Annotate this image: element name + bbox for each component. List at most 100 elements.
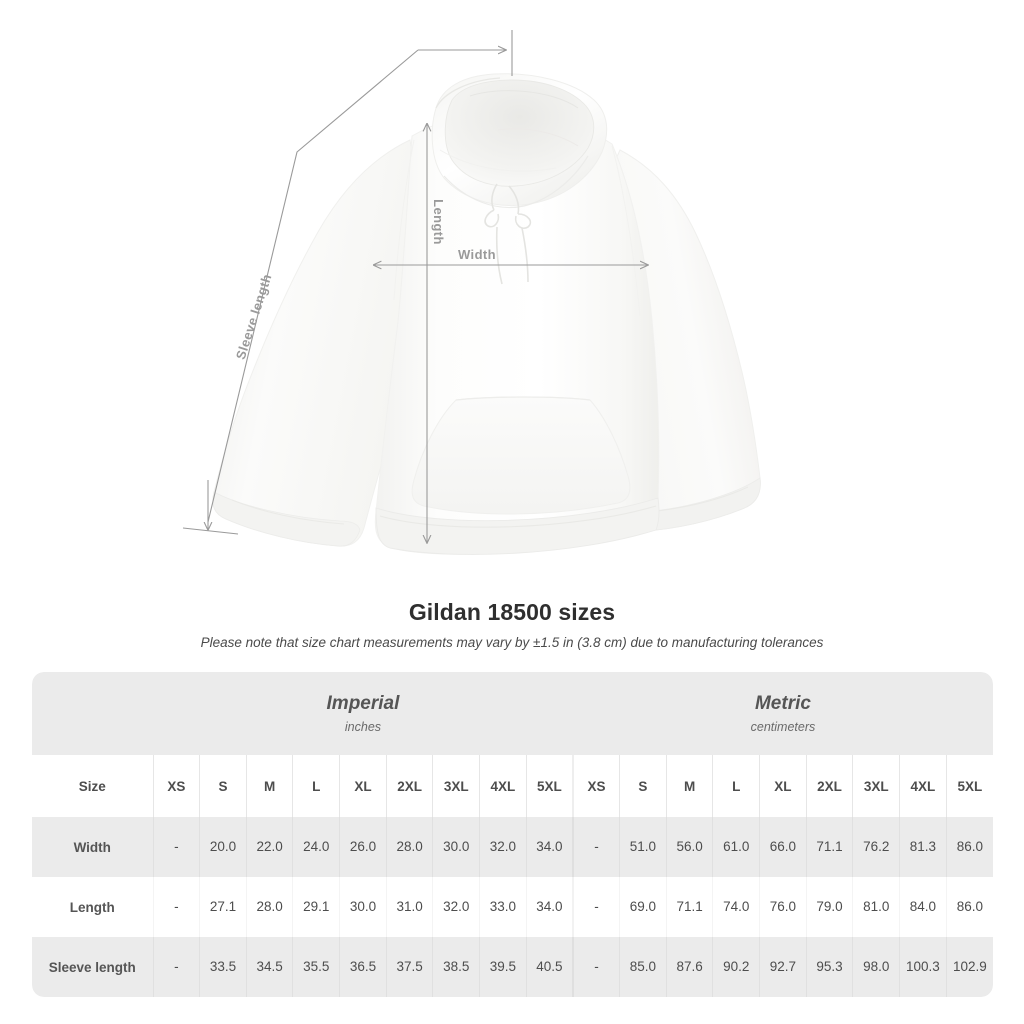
size-header-3xl-metric[interactable]: 3XL: [852, 755, 900, 817]
cell-width-metric-2xl: 71.1: [805, 817, 853, 877]
unit-group-imperial: Imperial inches: [153, 672, 573, 755]
unit-group-name: Imperial: [326, 692, 400, 714]
cell-value: -: [594, 839, 599, 854]
hoodie-pocket: [411, 396, 631, 515]
sleeve-length-annotation: [182, 30, 513, 535]
sleeve-diagonal: [207, 49, 419, 523]
cell-sleeve-length-metric-3xl: 98.0: [852, 937, 900, 997]
cell-length-metric-xl: 76.0: [759, 877, 807, 937]
cell-width-imperial-4xl: 32.0: [479, 817, 527, 877]
cell-value: 90.2: [723, 959, 750, 974]
size-header-s-metric[interactable]: S: [619, 755, 667, 817]
title-block: Gildan 18500 sizes Please note that size…: [0, 596, 1024, 652]
cell-value: 87.6: [676, 959, 703, 974]
size-header-s-imperial[interactable]: S: [199, 755, 247, 817]
cell-sleeve-length-metric-5xl: 102.9: [945, 937, 993, 997]
cell-width-imperial-2xl: 28.0: [385, 817, 433, 877]
size-header-l-metric[interactable]: L: [712, 755, 760, 817]
cell-value: 84.0: [909, 899, 936, 914]
cell-sleeve-length-imperial-s: 33.5: [199, 937, 247, 997]
cell-sleeve-length-metric-4xl: 100.3: [899, 937, 947, 997]
cell-value: 34.0: [536, 899, 563, 914]
cell-value: 85.0: [629, 959, 657, 974]
cell-width-metric-l: 61.0: [712, 817, 760, 877]
hoodie-graphic: [212, 73, 761, 555]
cell-length-imperial-2xl: 31.0: [385, 877, 433, 937]
size-header-2xl-metric[interactable]: 2XL: [805, 755, 853, 817]
size-header-3xl-imperial[interactable]: 3XL: [432, 755, 480, 817]
unit-header-spacer: [32, 672, 153, 755]
cell-value: 86.0: [956, 839, 983, 854]
cell-value: 100.3: [905, 959, 940, 974]
width-label: Width: [458, 247, 496, 262]
cell-value: 102.9: [952, 959, 987, 974]
cell-sleeve-length-metric-m: 87.6: [665, 937, 713, 997]
cell-sleeve-length-imperial-4xl: 39.5: [479, 937, 527, 997]
size-header-xs-imperial[interactable]: XS: [152, 755, 200, 817]
tolerance-note: Please note that size chart measurements…: [200, 635, 824, 650]
cell-length-imperial-xs: -: [152, 877, 200, 937]
size-header-m-imperial[interactable]: M: [245, 755, 293, 817]
cell-length-metric-xs: -: [571, 877, 620, 937]
cell-sleeve-length-metric-2xl: 95.3: [805, 937, 853, 997]
unit-group-subtitle: centimeters: [750, 719, 816, 734]
cell-sleeve-length-imperial-m: 34.5: [245, 937, 293, 997]
cell-value: -: [174, 839, 179, 854]
page-title: Gildan 18500 sizes: [408, 599, 616, 625]
cell-value: 56.0: [676, 839, 703, 854]
size-header-m-metric[interactable]: M: [665, 755, 713, 817]
cell-sleeve-length-metric-s: 85.0: [619, 937, 667, 997]
cell-length-metric-5xl: 86.0: [945, 877, 993, 937]
cell-value: 28.0: [396, 839, 423, 854]
size-header-5xl-imperial[interactable]: 5XL: [525, 755, 573, 817]
row-label-length: Length: [32, 877, 153, 937]
cell-value: 24.0: [303, 839, 330, 854]
size-header-xl-imperial[interactable]: XL: [339, 755, 387, 817]
size-header-4xl-metric[interactable]: 4XL: [899, 755, 947, 817]
size-header-row: Size XS S M L XL 2XL 3XL 4XL 5XL XS S M L XL 2XL 3XL 4XL 5…: [32, 755, 993, 817]
cell-value: 34.0: [536, 839, 563, 854]
cell-sleeve-length-imperial-5xl: 40.5: [525, 937, 573, 997]
row-label-sleeve-length: Sleeve length: [32, 937, 153, 997]
size-header-5xl-metric[interactable]: 5XL: [945, 755, 993, 817]
cell-width-imperial-s: 20.0: [199, 817, 247, 877]
cell-length-imperial-l: 29.1: [292, 877, 340, 937]
length-label: Length: [431, 199, 446, 245]
cell-length-imperial-m: 28.0: [245, 877, 293, 937]
cell-value: 27.1: [209, 899, 237, 914]
size-header-2xl-imperial[interactable]: 2XL: [385, 755, 433, 817]
size-header-xl-metric[interactable]: XL: [759, 755, 807, 817]
cell-value: -: [174, 959, 179, 974]
sleeve-bottom-tick: [182, 527, 239, 535]
unit-group-metric: Metric centimeters: [572, 672, 993, 755]
cell-sleeve-length-imperial-l: 35.5: [292, 937, 340, 997]
cell-length-metric-m: 71.1: [665, 877, 713, 937]
size-header-l-imperial[interactable]: L: [292, 755, 340, 817]
table-row: Length - 27.1 28.0 29.1 30.0 31.0 32.0 33.0 34.0 -…: [32, 877, 993, 937]
cell-value: 37.5: [396, 959, 423, 974]
cell-value: 69.0: [629, 899, 657, 914]
cell-value: 92.7: [769, 959, 797, 974]
cell-length-metric-3xl: 81.0: [852, 877, 900, 937]
cell-value: 22.0: [256, 839, 283, 854]
cell-length-imperial-4xl: 33.0: [479, 877, 527, 937]
cell-value: -: [174, 899, 179, 914]
cell-length-metric-l: 74.0: [712, 877, 760, 937]
product-illustration: Sleeve length Length Width: [182, 30, 761, 555]
cell-sleeve-length-metric-xs: -: [571, 937, 620, 997]
size-header-4xl-imperial[interactable]: 4XL: [479, 755, 527, 817]
unit-group-subtitle: inches: [344, 719, 382, 734]
table-row: Width - 20.0 22.0 24.0 26.0 28.0 30.0 32.0 34.0 - 5…: [32, 817, 993, 877]
cell-value: -: [594, 899, 599, 914]
cell-value: 61.0: [723, 839, 750, 854]
table-row: Sleeve length - 33.5 34.5 35.5 36.5 37.5 38.5 39…: [32, 937, 993, 997]
size-header-label: Size: [32, 755, 153, 817]
size-header-xs-metric[interactable]: XS: [571, 755, 620, 817]
cell-sleeve-length-metric-l: 90.2: [712, 937, 760, 997]
cell-width-imperial-3xl: 30.0: [432, 817, 480, 877]
unit-group-name: Metric: [754, 692, 811, 714]
cell-width-imperial-xs: -: [152, 817, 200, 877]
cell-sleeve-length-imperial-xs: -: [152, 937, 200, 997]
cell-value: 40.5: [536, 959, 563, 974]
cell-sleeve-length-imperial-3xl: 38.5: [432, 937, 480, 997]
